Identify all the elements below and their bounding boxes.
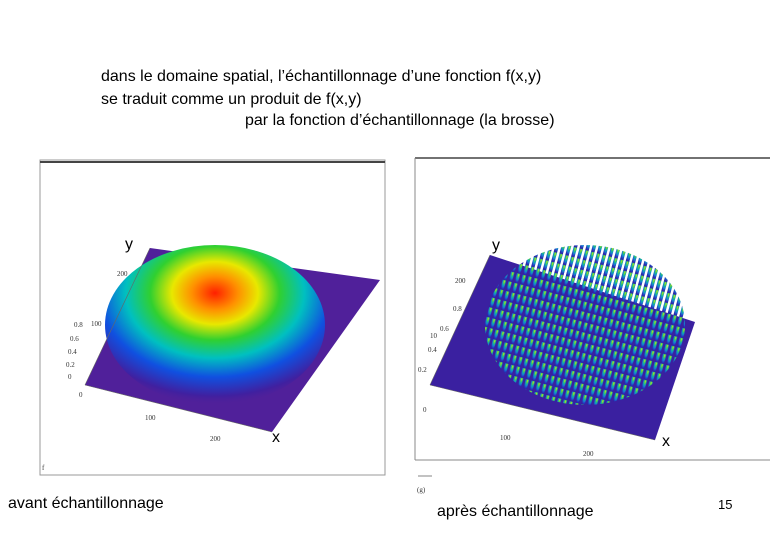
tick: 100 <box>145 414 156 422</box>
caption: avant échantillonnage <box>8 495 164 512</box>
tick: 0 <box>79 391 83 399</box>
tick: 0.6 <box>440 325 449 333</box>
surface-hump <box>105 245 325 405</box>
axis <box>84 384 273 433</box>
tick: 0 <box>423 406 427 414</box>
tick: 200 <box>583 450 594 458</box>
tick: 0.4 <box>428 346 437 354</box>
surface-peak <box>560 258 640 305</box>
corner-label: f <box>42 464 45 472</box>
y-label: y <box>125 236 133 253</box>
axis <box>429 384 656 441</box>
caption: après échantillonnage <box>437 503 594 520</box>
tick: 200 <box>210 435 221 443</box>
tick: 100 <box>500 434 511 442</box>
text-line: dans le domaine spatial, l’échantillonna… <box>101 68 541 85</box>
tick: 0 <box>68 373 72 381</box>
tick: 0.4 <box>68 348 77 356</box>
tick: 0.8 <box>453 305 462 313</box>
tick: 200 <box>455 277 466 285</box>
text-line: se traduit comme un produit de f(x,y) <box>101 91 362 108</box>
axis <box>84 247 151 386</box>
axis <box>429 254 491 386</box>
page-number: 15 <box>718 497 732 512</box>
x-label: x <box>272 429 280 446</box>
x-label: x <box>662 433 670 450</box>
y-label: y <box>492 237 500 254</box>
tick: 0.8 <box>74 321 83 329</box>
corner-label: (g) <box>417 486 426 494</box>
tick: 10 <box>430 332 438 340</box>
tick: 100 <box>91 320 102 328</box>
tick: 0.2 <box>66 361 75 369</box>
tick: 200 <box>117 270 128 278</box>
tick: 0.2 <box>418 366 427 374</box>
tick: 0.6 <box>70 335 79 343</box>
text-line: par la fonction d’échantillonnage (la br… <box>245 112 555 129</box>
